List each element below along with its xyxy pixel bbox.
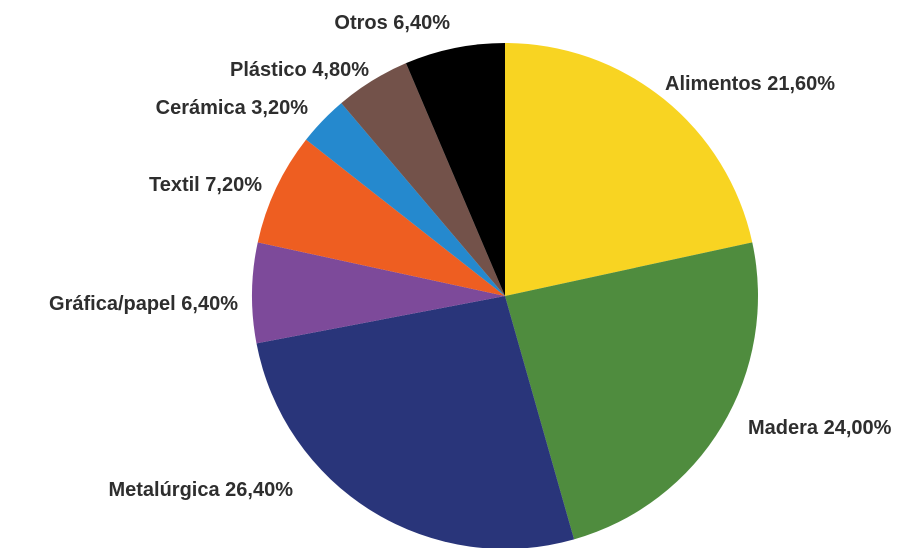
slice-grafica-papel (251, 242, 505, 344)
slice-ceramica (306, 103, 505, 296)
label-grafica-papel: Gráfica/papel 6,40% (49, 293, 238, 315)
label-alimentos: Alimentos 21,60% (665, 73, 835, 95)
label-otros: Otros 6,40% (334, 12, 450, 34)
label-ceramica: Cerámica 3,20% (156, 97, 309, 119)
slice-alimentos (505, 43, 753, 296)
label-metalurgica: Metalúrgica 26,40% (108, 479, 293, 501)
label-madera: Madera 24,00% (748, 417, 892, 439)
slice-madera (505, 242, 759, 540)
label-plastico: Plástico 4,80% (230, 59, 369, 81)
slice-metalurgica (256, 296, 575, 548)
slice-textil (257, 139, 505, 296)
pie-labels: Alimentos 21,60% Madera 24,00% Metalúrgi… (49, 12, 892, 501)
slice-plastico (341, 63, 505, 297)
pie-slices (251, 43, 759, 548)
slice-otros (405, 43, 505, 296)
label-textil: Textil 7,20% (149, 174, 262, 196)
